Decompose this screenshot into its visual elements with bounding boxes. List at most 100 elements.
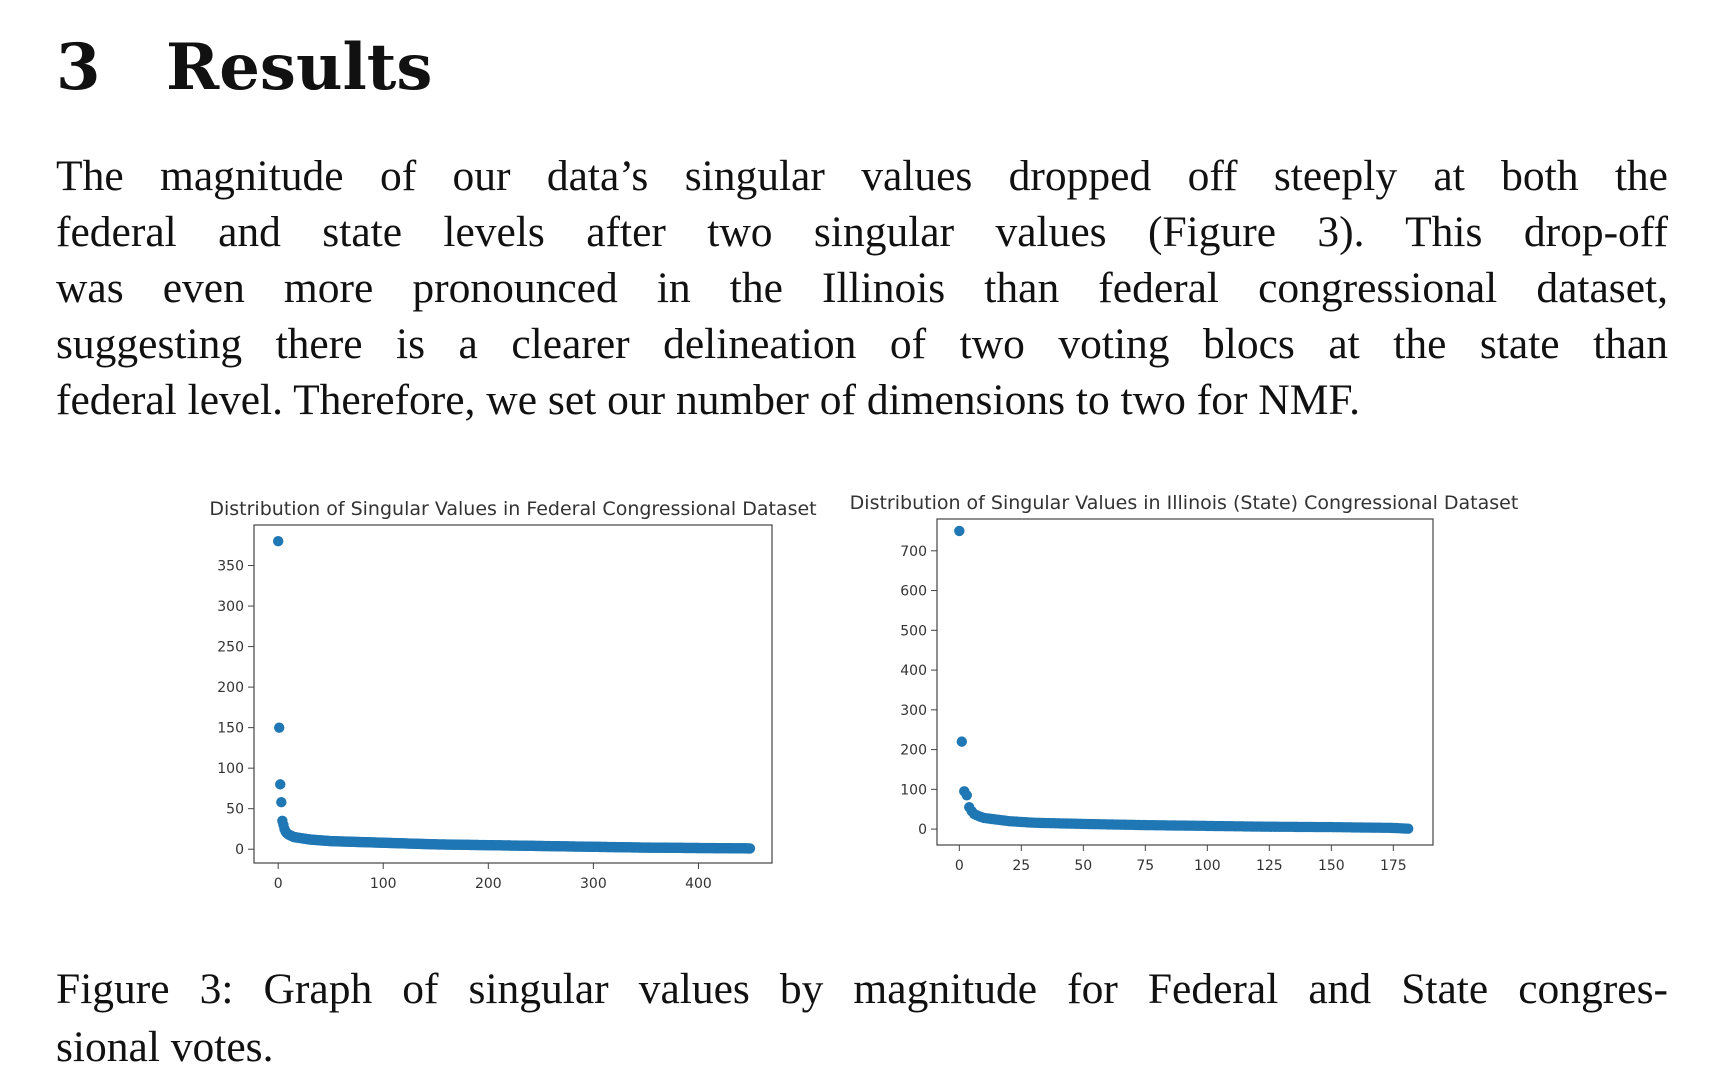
data-point: [327, 835, 339, 847]
data-point: [1040, 817, 1052, 829]
data-point: [610, 841, 621, 853]
data-point: [615, 842, 626, 853]
data-point: [651, 842, 662, 853]
data-point: [448, 839, 459, 850]
data-point: [1157, 820, 1168, 831]
data-point: [381, 837, 392, 849]
data-point: [728, 843, 740, 854]
data-point: [604, 841, 616, 853]
data-point: [1068, 818, 1079, 829]
data-point: [330, 836, 342, 847]
data-points: [954, 525, 1414, 834]
data-point: [633, 842, 644, 853]
data-point: [455, 839, 467, 850]
data-point: [436, 839, 448, 850]
data-point: [485, 840, 496, 851]
data-point: [585, 841, 596, 852]
data-point: [964, 802, 975, 813]
section-heading: 3 Results: [56, 28, 432, 108]
data-point: [1162, 820, 1173, 831]
data-point: [417, 838, 429, 850]
data-point: [339, 836, 350, 847]
data-point: [304, 834, 315, 845]
data-point: [590, 841, 601, 853]
data-point: [704, 842, 716, 854]
data-point: [457, 839, 469, 850]
data-point: [702, 842, 714, 854]
data-point: [1207, 820, 1218, 832]
data-point: [311, 834, 323, 846]
data-point: [1177, 820, 1188, 831]
data-point: [346, 836, 357, 847]
data-point: [456, 839, 468, 850]
data-point: [529, 840, 540, 852]
data-point: [1261, 821, 1273, 832]
paragraph-line: suggesting there is a clearer delineatio…: [56, 320, 1668, 368]
data-point: [716, 842, 727, 854]
data-point: [363, 837, 374, 848]
data-point: [1378, 822, 1389, 833]
data-point: [338, 836, 349, 847]
data-point: [331, 836, 343, 847]
data-point: [1033, 817, 1044, 829]
data-point: [1279, 821, 1290, 833]
data-point: [384, 837, 395, 849]
data-point: [653, 842, 664, 853]
data-point: [508, 840, 519, 851]
data-point: [313, 835, 325, 846]
data-point: [505, 840, 516, 851]
data-point: [1065, 818, 1077, 829]
data-point: [609, 841, 620, 853]
data-point: [696, 842, 707, 854]
data-point: [525, 840, 536, 852]
data-point: [1274, 821, 1285, 832]
data-point: [332, 836, 344, 847]
data-point: [434, 839, 446, 850]
data-point: [655, 842, 666, 853]
data-point: [1224, 821, 1235, 832]
data-point: [328, 836, 340, 847]
data-point: [284, 829, 295, 841]
y-tick-label: 0: [235, 842, 244, 858]
data-point: [737, 843, 748, 854]
data-point: [602, 841, 614, 853]
data-point: [297, 833, 308, 844]
data-point: [528, 840, 539, 852]
data-point: [444, 839, 455, 850]
data-point: [465, 839, 476, 851]
data-point: [403, 838, 414, 849]
data-point: [1231, 821, 1243, 832]
data-point: [623, 842, 635, 853]
data-point: [544, 840, 555, 852]
data-point: [1311, 821, 1322, 833]
data-point: [635, 842, 646, 853]
data-point: [277, 815, 288, 827]
data-point: [583, 841, 595, 852]
data-point: [705, 842, 717, 854]
data-point: [337, 836, 348, 847]
data-point: [976, 811, 987, 823]
caption-line: sional votes.: [56, 1023, 274, 1071]
data-point: [413, 838, 425, 850]
data-point: [690, 842, 701, 854]
data-point: [636, 842, 647, 853]
data-point: [461, 839, 472, 851]
data-point: [408, 838, 419, 849]
data-point: [512, 840, 523, 851]
data-point: [565, 841, 576, 852]
x-tick-label: 200: [475, 876, 502, 892]
data-point: [624, 842, 636, 853]
data-point: [1043, 817, 1054, 829]
data-point: [566, 841, 577, 852]
y-tick-label: 200: [900, 743, 927, 759]
data-point: [412, 838, 424, 850]
data-point: [686, 842, 698, 854]
data-point: [1169, 820, 1181, 831]
illinois-chart: Distribution of Singular Values in Illin…: [850, 492, 1519, 874]
data-point: [484, 839, 495, 851]
y-tick-label: 150: [217, 721, 244, 737]
data-point: [430, 839, 441, 850]
data-point: [607, 841, 618, 853]
data-point: [652, 842, 663, 853]
data-point: [981, 813, 992, 824]
